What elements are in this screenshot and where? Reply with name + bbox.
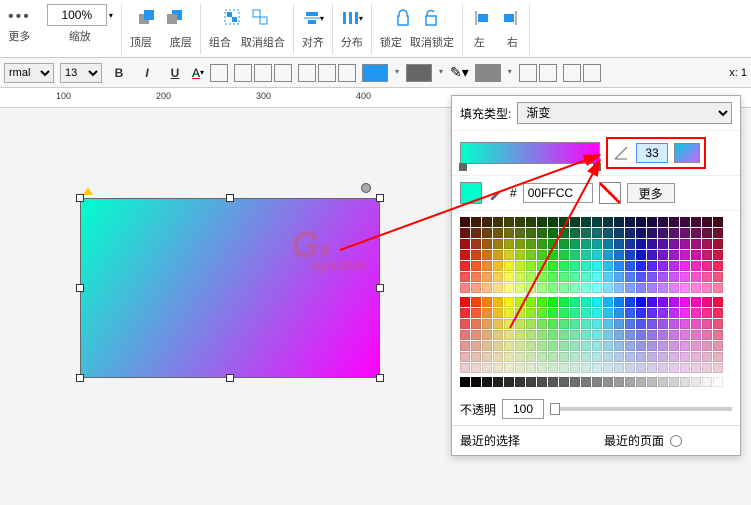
gradient-bar[interactable] [460, 142, 600, 164]
hex-input[interactable] [523, 183, 593, 203]
resize-handle-n[interactable] [226, 194, 234, 202]
opacity-slider[interactable] [550, 407, 732, 411]
resize-handle-se[interactable] [376, 374, 384, 382]
ungroup-icon[interactable] [250, 7, 272, 29]
style-select[interactable]: rmal [4, 63, 54, 83]
more-button[interactable]: ••• 更多 [0, 4, 39, 48]
zoom-label: 缩放 [69, 28, 91, 44]
halign-buttons[interactable] [234, 64, 292, 82]
group-icon[interactable] [222, 7, 244, 29]
distribute-group: ▾ 分布 [333, 4, 372, 54]
format-toolbar: rmal 13 B I U A▾ ✎▾ x: 1 [0, 58, 751, 88]
underline-button[interactable]: U [164, 63, 186, 83]
valign-buttons[interactable] [298, 64, 356, 82]
recent-page-label: 最近的页面 [604, 432, 664, 449]
send-back-icon[interactable] [164, 7, 186, 29]
recent-page-radio[interactable] [670, 435, 682, 447]
rotate-handle[interactable] [361, 183, 371, 193]
zoom-group: ▾ 缩放 [39, 4, 122, 54]
align-right-icon[interactable] [499, 7, 521, 29]
no-color-button[interactable] [599, 182, 621, 204]
resize-handle-s[interactable] [226, 374, 234, 382]
more-colors-button[interactable]: 更多 [627, 183, 675, 203]
align-icon[interactable]: ▾ [302, 7, 324, 29]
recent-sel-label: 最近的选择 [460, 432, 520, 449]
italic-button[interactable]: I [136, 63, 158, 83]
distribute-icon[interactable]: ▾ [341, 7, 363, 29]
fill-type-label: 填充类型: [460, 105, 511, 122]
lock-icon[interactable] [392, 7, 414, 29]
gradient-start-handle[interactable] [83, 187, 93, 195]
palette-grid-top[interactable] [460, 217, 732, 293]
angle-input[interactable] [636, 143, 668, 163]
angle-icon [612, 144, 630, 162]
hash-label: # [510, 186, 517, 200]
color-palette [452, 211, 740, 393]
lock-group: 锁定取消锁定 [372, 4, 463, 54]
eyedropper-icon[interactable] [488, 185, 504, 201]
border-picker[interactable] [475, 64, 501, 82]
line-color-picker[interactable] [406, 64, 432, 82]
align-left-icon[interactable] [471, 7, 493, 29]
arrange-group: 顶层底层 [122, 4, 201, 54]
resize-handle-sw[interactable] [76, 374, 84, 382]
fill-type-select[interactable]: 渐变 [517, 102, 732, 124]
fill-panel: 填充类型: 渐变 # 更多 不透明 最近的选择 最近的页面 [451, 95, 741, 456]
list-buttons[interactable] [210, 64, 228, 82]
resize-handle-w[interactable] [76, 284, 84, 292]
x-coord: x: 1 [729, 67, 747, 79]
angle-highlight [606, 137, 706, 169]
opacity-input[interactable] [502, 399, 544, 419]
resize-handle-e[interactable] [376, 284, 384, 292]
more-label: 更多 [8, 28, 30, 44]
group-group: 组合取消组合 [201, 4, 294, 54]
align-group: ▾ 对齐 [294, 4, 333, 54]
zoom-input[interactable] [47, 4, 107, 26]
opacity-label: 不透明 [460, 401, 496, 418]
resize-handle-ne[interactable] [376, 194, 384, 202]
leftright-group: 左右 [463, 4, 530, 54]
palette-grid-bottom[interactable] [460, 297, 732, 373]
fill-color-picker[interactable] [362, 64, 388, 82]
resize-handle-nw[interactable] [76, 194, 84, 202]
gradient-preview [674, 143, 700, 163]
gray-row[interactable] [460, 377, 732, 387]
watermark-sub: system [311, 257, 366, 275]
bold-button[interactable]: B [108, 63, 130, 83]
unlock-icon[interactable] [420, 7, 442, 29]
gradient-stop-left[interactable] [459, 163, 467, 171]
current-color-swatch[interactable] [460, 182, 482, 204]
gradient-stop-right[interactable] [593, 163, 601, 171]
selected-shape[interactable]: Gx system [80, 198, 380, 378]
main-toolbar: ••• 更多 ▾ 缩放 顶层底层 组合取消组合 ▾ 对齐 ▾ 分布 [0, 0, 751, 58]
fontsize-select[interactable]: 13 [60, 63, 102, 83]
bring-front-icon[interactable] [136, 7, 158, 29]
